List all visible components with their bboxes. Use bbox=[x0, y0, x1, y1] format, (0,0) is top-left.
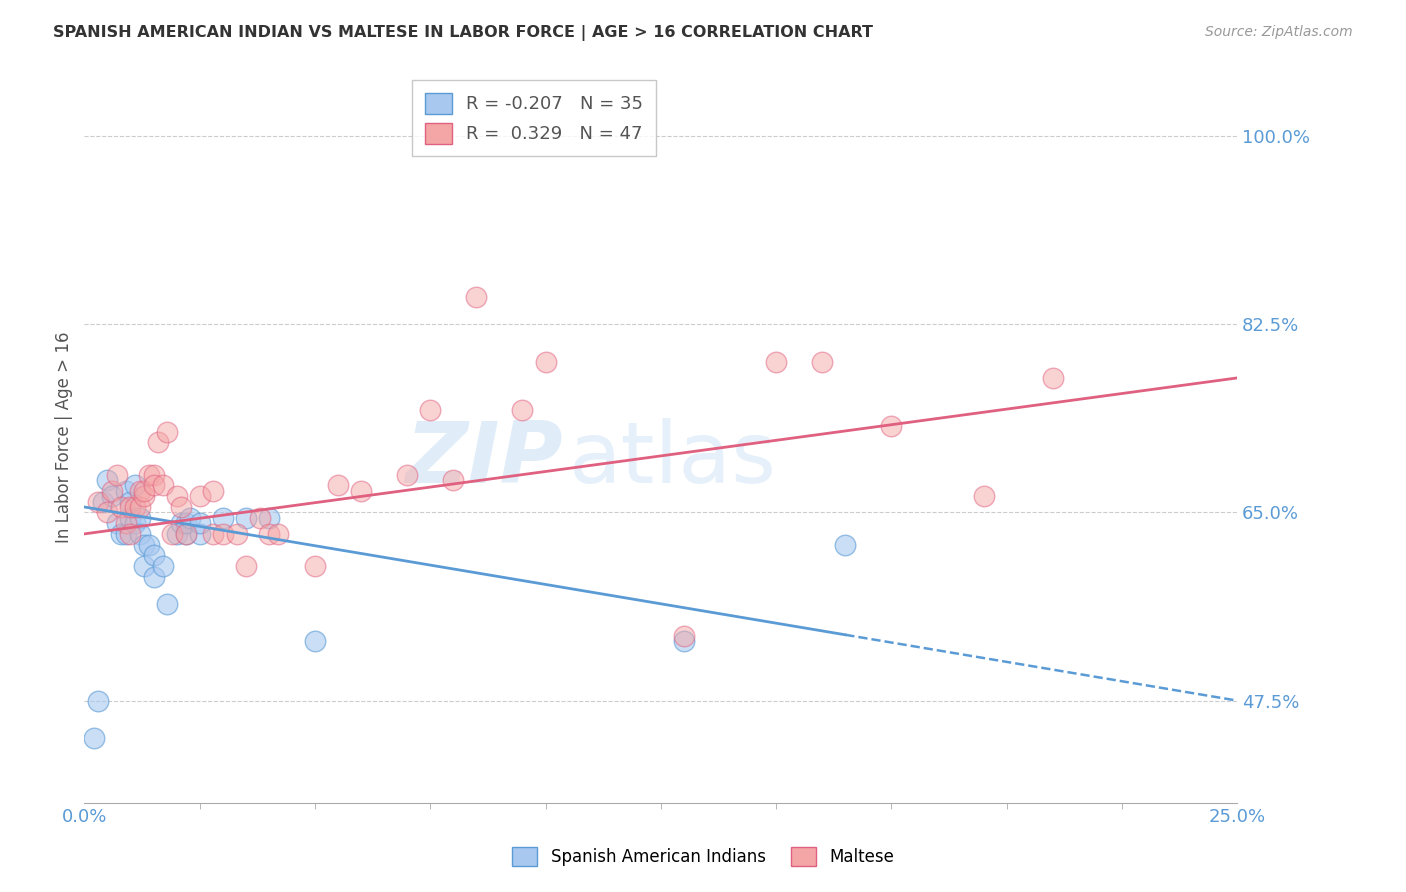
Point bbox=[465, 290, 488, 304]
Point bbox=[105, 467, 128, 482]
Point bbox=[120, 494, 142, 508]
Point bbox=[257, 510, 280, 524]
Point bbox=[115, 516, 138, 530]
Legend: Spanish American Indians, Maltese: Spanish American Indians, Maltese bbox=[503, 838, 903, 875]
Point bbox=[672, 629, 695, 643]
Point bbox=[166, 489, 188, 503]
Point bbox=[128, 527, 150, 541]
Point bbox=[128, 500, 150, 514]
Point bbox=[174, 527, 197, 541]
Point bbox=[110, 500, 132, 514]
Point bbox=[188, 527, 211, 541]
Point bbox=[91, 494, 114, 508]
Point bbox=[811, 355, 834, 369]
Point bbox=[87, 494, 110, 508]
Point bbox=[765, 355, 787, 369]
Y-axis label: In Labor Force | Age > 16: In Labor Force | Age > 16 bbox=[55, 331, 73, 543]
Point bbox=[512, 403, 534, 417]
Point bbox=[441, 473, 464, 487]
Point bbox=[973, 489, 995, 503]
Point bbox=[152, 559, 174, 574]
Point bbox=[174, 516, 197, 530]
Point bbox=[211, 527, 233, 541]
Point bbox=[146, 435, 169, 450]
Point bbox=[120, 500, 142, 514]
Point bbox=[235, 510, 257, 524]
Point bbox=[235, 559, 257, 574]
Point bbox=[672, 634, 695, 648]
Point bbox=[257, 527, 280, 541]
Point bbox=[134, 559, 156, 574]
Point bbox=[211, 510, 233, 524]
Point bbox=[105, 516, 128, 530]
Point bbox=[138, 538, 160, 552]
Text: Source: ZipAtlas.com: Source: ZipAtlas.com bbox=[1205, 25, 1353, 39]
Point bbox=[115, 483, 138, 498]
Text: SPANISH AMERICAN INDIAN VS MALTESE IN LABOR FORCE | AGE > 16 CORRELATION CHART: SPANISH AMERICAN INDIAN VS MALTESE IN LA… bbox=[53, 25, 873, 41]
Point bbox=[834, 538, 856, 552]
Point bbox=[170, 516, 193, 530]
Point bbox=[304, 559, 326, 574]
Point bbox=[142, 478, 165, 492]
Point bbox=[83, 731, 105, 746]
Point bbox=[304, 634, 326, 648]
Point bbox=[142, 570, 165, 584]
Point bbox=[160, 527, 183, 541]
Point bbox=[124, 516, 146, 530]
Point bbox=[880, 419, 903, 434]
Point bbox=[202, 527, 225, 541]
Point bbox=[156, 425, 179, 439]
Point bbox=[225, 527, 247, 541]
Point bbox=[1042, 371, 1064, 385]
Point bbox=[128, 483, 150, 498]
Point bbox=[115, 527, 138, 541]
Point bbox=[96, 473, 118, 487]
Point bbox=[249, 510, 271, 524]
Point bbox=[110, 527, 132, 541]
Point bbox=[128, 510, 150, 524]
Legend: R = -0.207   N = 35, R =  0.329   N = 47: R = -0.207 N = 35, R = 0.329 N = 47 bbox=[412, 80, 657, 156]
Point bbox=[101, 483, 124, 498]
Point bbox=[202, 483, 225, 498]
Text: atlas: atlas bbox=[568, 417, 776, 500]
Point bbox=[120, 510, 142, 524]
Point bbox=[120, 527, 142, 541]
Point bbox=[350, 483, 373, 498]
Point bbox=[188, 489, 211, 503]
Point bbox=[179, 510, 201, 524]
Point bbox=[124, 500, 146, 514]
Point bbox=[188, 516, 211, 530]
Point bbox=[174, 527, 197, 541]
Point bbox=[96, 505, 118, 519]
Point bbox=[138, 467, 160, 482]
Point bbox=[142, 467, 165, 482]
Point bbox=[134, 489, 156, 503]
Point bbox=[124, 478, 146, 492]
Point bbox=[156, 597, 179, 611]
Point bbox=[101, 489, 124, 503]
Text: ZIP: ZIP bbox=[405, 417, 562, 500]
Point bbox=[134, 538, 156, 552]
Point bbox=[170, 500, 193, 514]
Point bbox=[419, 403, 441, 417]
Point bbox=[326, 478, 349, 492]
Point bbox=[87, 693, 110, 707]
Point bbox=[134, 483, 156, 498]
Point bbox=[166, 527, 188, 541]
Point bbox=[396, 467, 419, 482]
Point bbox=[142, 549, 165, 563]
Point bbox=[152, 478, 174, 492]
Point bbox=[267, 527, 290, 541]
Point bbox=[534, 355, 557, 369]
